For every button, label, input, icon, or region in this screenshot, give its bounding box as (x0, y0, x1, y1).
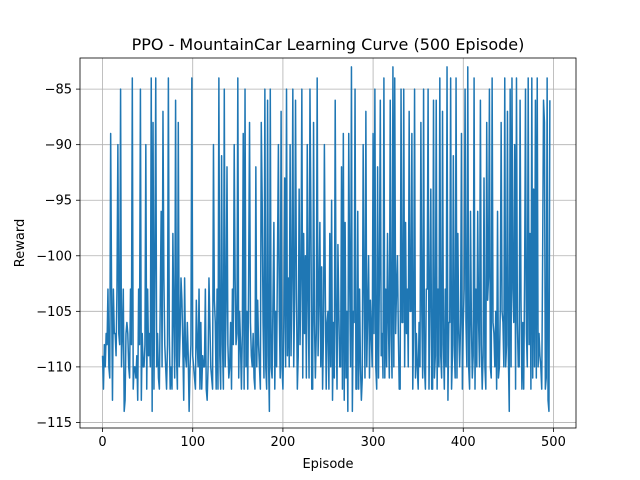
y-tick-label: −115 (36, 416, 72, 431)
y-tick-label: −105 (36, 305, 72, 320)
y-tick-label: −85 (45, 83, 72, 98)
x-tick-label: 0 (98, 435, 106, 450)
y-tick-label: −100 (36, 249, 72, 264)
y-tick-label: −90 (45, 138, 72, 153)
x-tick-label: 100 (180, 435, 205, 450)
x-tick-label: 300 (361, 435, 386, 450)
x-tick-label: 200 (270, 435, 295, 450)
plot-frame (79, 57, 577, 429)
y-tick-label: −95 (45, 194, 72, 209)
reward-series-line (101, 66, 551, 413)
x-axis-label: Episode (302, 457, 353, 472)
x-tick-label: 400 (451, 435, 476, 450)
y-axis-label: Reward (13, 219, 28, 267)
chart-title: PPO - MountainCar Learning Curve (500 Ep… (132, 35, 525, 54)
axis-ticks: 0 100 200 300 400 500 −115 −110 −105 −100 −95 −90 −8… (36, 83, 566, 450)
y-tick-label: −110 (36, 360, 72, 375)
x-tick-label: 500 (541, 435, 566, 450)
